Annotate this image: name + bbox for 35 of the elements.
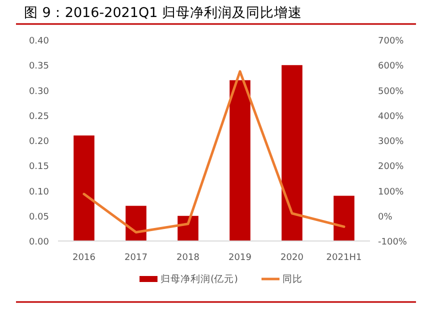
x-tick-label: 2017 — [124, 253, 148, 263]
y-tick-label: 0.05 — [28, 212, 49, 222]
y-tick-label: 0.15 — [28, 162, 49, 172]
y-tick-label: 0.25 — [28, 112, 49, 122]
y-tick-label: 0.30 — [28, 86, 50, 97]
y-tick-label: 0.40 — [28, 36, 50, 46]
legend-label: 归母净利润(亿元) — [160, 273, 238, 285]
x-tick-label: 2016 — [72, 253, 96, 263]
y-tick-label: 0.35 — [28, 62, 49, 72]
chart-title: 图 9：2016-2021Q1 归母净利润及同比增速 — [24, 5, 302, 21]
bar — [282, 65, 302, 241]
y2-tick-label: 300% — [378, 137, 404, 147]
y-tick-label: 0.20 — [28, 137, 50, 147]
x-tick-label: 2019 — [228, 253, 252, 263]
y-tick-label: 0.00 — [28, 238, 50, 248]
y2-tick-label: -100% — [378, 238, 408, 248]
bar — [74, 135, 94, 241]
x-tick-label: 2021H1 — [326, 253, 362, 263]
bar — [126, 206, 146, 241]
bar — [230, 80, 250, 241]
y2-tick-label: 200% — [378, 162, 404, 172]
y2-tick-label: 600% — [378, 62, 404, 72]
y2-tick-label: 500% — [378, 86, 404, 97]
legend-item: 同比 — [262, 274, 302, 285]
legend-label: 同比 — [282, 273, 302, 285]
y2-tick-label: 0% — [378, 212, 393, 222]
bar — [334, 196, 354, 241]
line-series — [82, 70, 346, 234]
y-tick-label: 0.10 — [28, 187, 50, 198]
y2-tick-label: 400% — [378, 112, 404, 122]
x-tick-label: 2020 — [280, 253, 304, 263]
y2-tick-label: 700% — [378, 36, 404, 46]
y2-tick-label: 100% — [378, 187, 404, 198]
legend-item: 归母净利润(亿元) — [140, 274, 238, 285]
x-tick-label: 2018 — [176, 253, 200, 263]
